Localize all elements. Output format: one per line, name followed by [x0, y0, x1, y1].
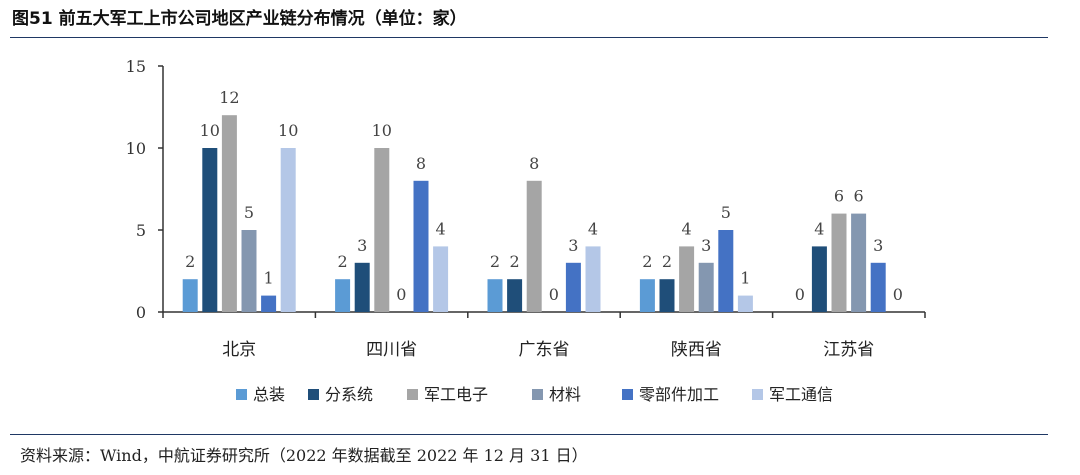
bar — [659, 279, 675, 312]
data-label: 4 — [588, 219, 598, 238]
category-label: 陕西省 — [671, 340, 722, 360]
data-label: 8 — [529, 154, 539, 173]
bar — [585, 246, 601, 312]
data-label: 6 — [834, 187, 844, 206]
data-label: 5 — [721, 203, 731, 222]
data-label: 10 — [372, 121, 392, 140]
bar — [698, 262, 714, 312]
legend-label: 材料 — [549, 385, 581, 404]
category-label: 江苏省 — [823, 340, 874, 360]
data-label: 3 — [701, 236, 711, 255]
chart-title: 图51 前五大军工上市公司地区产业链分布情况（单位：家） — [12, 9, 467, 29]
y-tick-label: 5 — [136, 221, 146, 240]
bar — [811, 246, 827, 312]
bar — [354, 262, 370, 312]
bar — [335, 279, 351, 312]
legend-swatch — [407, 389, 418, 400]
data-label: 2 — [510, 252, 520, 271]
bar — [182, 279, 198, 312]
category-label: 广东省 — [519, 340, 570, 360]
source-note: 资料来源：Wind，中航证券研究所（2022 年数据截至 2022 年 12 月… — [20, 446, 588, 465]
data-label: 6 — [854, 187, 864, 206]
data-label: 2 — [490, 252, 500, 271]
legend-label: 军工电子 — [424, 385, 488, 404]
source-divider — [10, 434, 1048, 435]
data-label: 4 — [682, 219, 692, 238]
bar — [526, 180, 542, 312]
data-label: 3 — [873, 236, 883, 255]
data-label: 0 — [795, 285, 805, 304]
bar — [433, 246, 449, 312]
data-label: 10 — [200, 121, 220, 140]
data-label: 10 — [278, 121, 298, 140]
data-label: 3 — [568, 236, 578, 255]
data-label: 0 — [893, 285, 903, 304]
bar — [718, 230, 734, 312]
category-label: 北京 — [222, 340, 256, 360]
legend-swatch — [532, 389, 543, 400]
bar — [870, 262, 886, 312]
bar — [241, 230, 257, 312]
data-label: 2 — [338, 252, 348, 271]
data-label: 0 — [396, 285, 406, 304]
bar — [487, 279, 503, 312]
data-label: 2 — [642, 252, 652, 271]
bar — [851, 213, 867, 312]
bar — [221, 115, 237, 312]
y-tick-label: 10 — [126, 139, 146, 158]
legend-label: 分系统 — [325, 385, 373, 404]
bar — [639, 279, 655, 312]
data-label: 4 — [436, 219, 446, 238]
data-label: 5 — [244, 203, 254, 222]
title-divider — [10, 37, 1048, 38]
bar — [374, 148, 390, 312]
data-label: 2 — [662, 252, 672, 271]
data-label: 1 — [740, 269, 750, 288]
category-label: 四川省 — [366, 340, 417, 360]
data-label: 0 — [549, 285, 559, 304]
bar — [831, 213, 847, 312]
bar — [507, 279, 523, 312]
bar — [737, 295, 753, 312]
bar — [565, 262, 581, 312]
bar — [280, 148, 296, 312]
legend-label: 总装 — [253, 385, 285, 404]
data-label: 3 — [357, 236, 367, 255]
legend-label: 零部件加工 — [639, 385, 719, 404]
bar — [413, 180, 429, 312]
data-label: 2 — [185, 252, 195, 271]
bar — [202, 148, 218, 312]
data-label: 4 — [814, 219, 824, 238]
legend-label: 军工通信 — [769, 385, 833, 404]
bar — [261, 295, 277, 312]
data-label: 1 — [264, 269, 274, 288]
data-label: 8 — [416, 154, 426, 173]
y-tick-label: 15 — [126, 57, 146, 76]
legend-swatch — [308, 389, 319, 400]
bar — [679, 246, 695, 312]
legend-swatch — [236, 389, 247, 400]
data-label: 12 — [219, 88, 239, 107]
y-tick-label: 0 — [136, 303, 146, 322]
legend-swatch — [622, 389, 633, 400]
legend-swatch — [752, 389, 763, 400]
